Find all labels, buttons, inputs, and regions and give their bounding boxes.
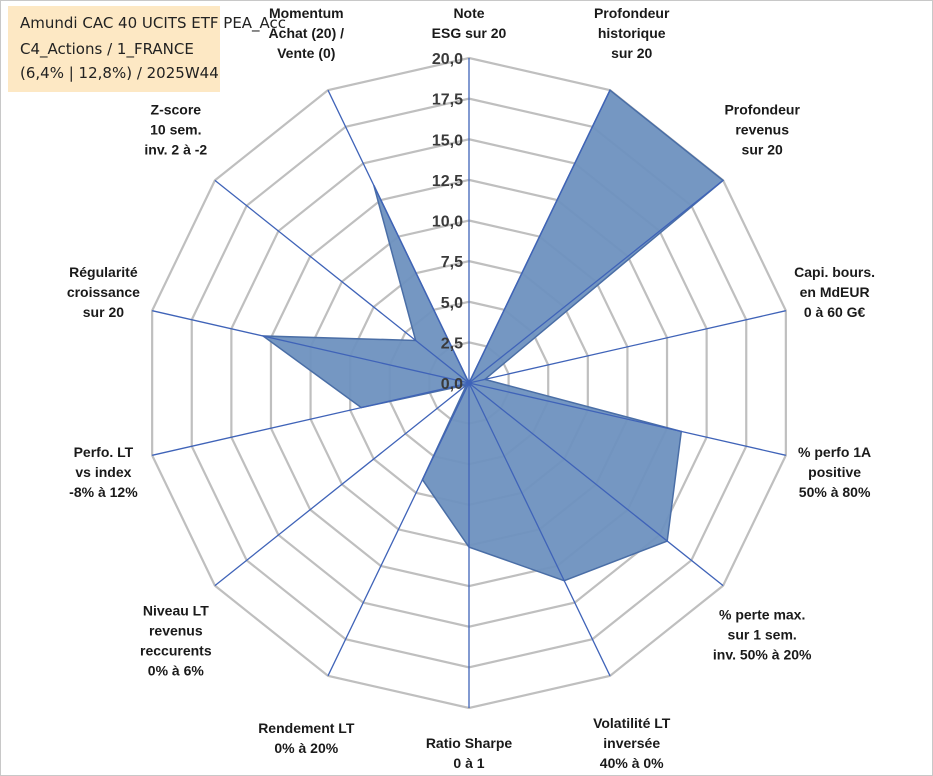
- axis-label-line: 0% à 20%: [274, 740, 338, 756]
- axis-label-line: Ratio Sharpe: [426, 735, 513, 751]
- axis-label-line: Capi. bours.: [794, 264, 875, 280]
- tick-label: 0,0: [441, 376, 463, 393]
- axis-label-line: Perfo. LT: [74, 444, 134, 460]
- axis-label-line: inversée: [603, 735, 660, 751]
- axis-label-line: Volatilité LT: [593, 715, 671, 731]
- axis-label: Perfo. LT vs index -8% à 12%: [69, 444, 138, 500]
- axis-spoke: [468, 382, 786, 456]
- axis-label-line: reccurents: [140, 643, 212, 659]
- axis-spoke: [152, 310, 470, 384]
- axis-label: Volatilité LT inversée 40% à 0%: [593, 715, 671, 771]
- axis-label-line: % perfo 1A: [798, 444, 871, 460]
- radar-tick-labels: 0,0 2,5 5,0 7,5 10,0 12,5 15,0 17,5 20,0: [432, 51, 463, 393]
- axis-label-line: 0 à 1: [453, 755, 484, 771]
- axis-spoke: [468, 179, 724, 384]
- axis-label: % perfo 1A positive 50% à 80%: [798, 444, 871, 500]
- axis-label-line: 0 à 60 G€: [804, 304, 866, 320]
- axis-spoke: [468, 89, 611, 384]
- axis-spoke: [468, 382, 724, 587]
- tick-label: 2,5: [441, 335, 463, 352]
- axis-label-line: Profondeur: [724, 101, 800, 117]
- axis-label-line: positive: [808, 464, 861, 480]
- axis-label: Régularité croissance sur 20: [67, 264, 140, 320]
- axis-label: Momentum Achat (20) / Vente (0): [269, 5, 345, 61]
- axis-label-line: croissance: [67, 284, 140, 300]
- tick-label: 20,0: [432, 51, 463, 68]
- axis-label-line: Profondeur: [594, 5, 670, 21]
- axis-label-line: sur 20: [83, 304, 124, 320]
- axis-label-line: historique: [598, 25, 666, 41]
- axis-label: Profondeur revenus sur 20: [724, 101, 800, 157]
- axis-label-line: Achat (20) /: [269, 25, 345, 41]
- radar-axis-labels: Note ESG sur 20 Profondeur historique sur 20…: [67, 5, 875, 771]
- axis-label-line: en MdEUR: [800, 284, 870, 300]
- tick-label: 7,5: [441, 254, 463, 271]
- axis-spoke: [468, 382, 611, 677]
- tick-label: 17,5: [432, 92, 463, 109]
- radar-series: [260, 89, 725, 582]
- axis-label: Rendement LT 0% à 20%: [258, 720, 355, 756]
- chart-title-line-1: Amundi CAC 40 UCITS ETF PEA_Acc: [20, 14, 287, 32]
- axis-label-line: revenus: [149, 623, 203, 639]
- axis-label-line: Momentum: [269, 5, 344, 21]
- tick-label: 12,5: [432, 173, 463, 190]
- axis-label-line: sur 20: [611, 45, 652, 61]
- axis-label-line: Niveau LT: [143, 603, 209, 619]
- axis-spoke: [327, 382, 470, 677]
- axis-label-line: sur 1 sem.: [728, 627, 797, 643]
- axis-spoke: [214, 179, 470, 384]
- series-area: [260, 89, 725, 582]
- axis-spoke: [152, 382, 470, 456]
- axis-label-line: sur 20: [742, 141, 783, 157]
- axis-label-line: Z-score: [151, 101, 202, 117]
- axis-label: Ratio Sharpe 0 à 1: [426, 735, 513, 771]
- chart-title-line-2: C4_Actions / 1_FRANCE: [20, 40, 194, 58]
- tick-label: 10,0: [432, 214, 463, 231]
- chart-title-line-3: (6,4% | 12,8%) / 2025W44: [20, 64, 219, 82]
- axis-label-line: revenus: [735, 121, 789, 137]
- axis-label-line: 10 sem.: [150, 121, 201, 137]
- axis-label: Profondeur historique sur 20: [594, 5, 670, 61]
- axis-label-line: 0% à 6%: [148, 663, 205, 679]
- axis-spoke: [214, 382, 470, 587]
- radar-spokes: [152, 58, 786, 708]
- chart-title-box: Amundi CAC 40 UCITS ETF PEA_Acc C4_Actio…: [8, 6, 286, 92]
- axis-spoke: [468, 310, 786, 384]
- axis-label-line: inv. 2 à -2: [144, 141, 207, 157]
- tick-label: 5,0: [441, 295, 463, 312]
- axis-label-line: Rendement LT: [258, 720, 355, 736]
- axis-label: Capi. bours. en MdEUR 0 à 60 G€: [794, 264, 875, 320]
- axis-label-line: ESG sur 20: [432, 25, 507, 41]
- axis-label: Niveau LT revenus reccurents 0% à 6%: [140, 603, 212, 679]
- axis-label-line: % perte max.: [719, 607, 805, 623]
- axis-label-line: inv. 50% à 20%: [713, 647, 812, 663]
- axis-label-line: -8% à 12%: [69, 484, 138, 500]
- axis-label-line: Note: [453, 5, 484, 21]
- axis-spoke: [327, 89, 470, 384]
- tick-label: 15,0: [432, 132, 463, 149]
- axis-label-line: vs index: [75, 464, 131, 480]
- axis-label: % perte max. sur 1 sem. inv. 50% à 20%: [713, 607, 812, 663]
- axis-label-line: Vente (0): [277, 45, 335, 61]
- axis-label: Z-score 10 sem. inv. 2 à -2: [144, 101, 207, 157]
- axis-label-line: Régularité: [69, 264, 138, 280]
- axis-label: Note ESG sur 20: [432, 5, 507, 41]
- axis-label-line: 40% à 0%: [600, 755, 664, 771]
- axis-label-line: 50% à 80%: [799, 484, 871, 500]
